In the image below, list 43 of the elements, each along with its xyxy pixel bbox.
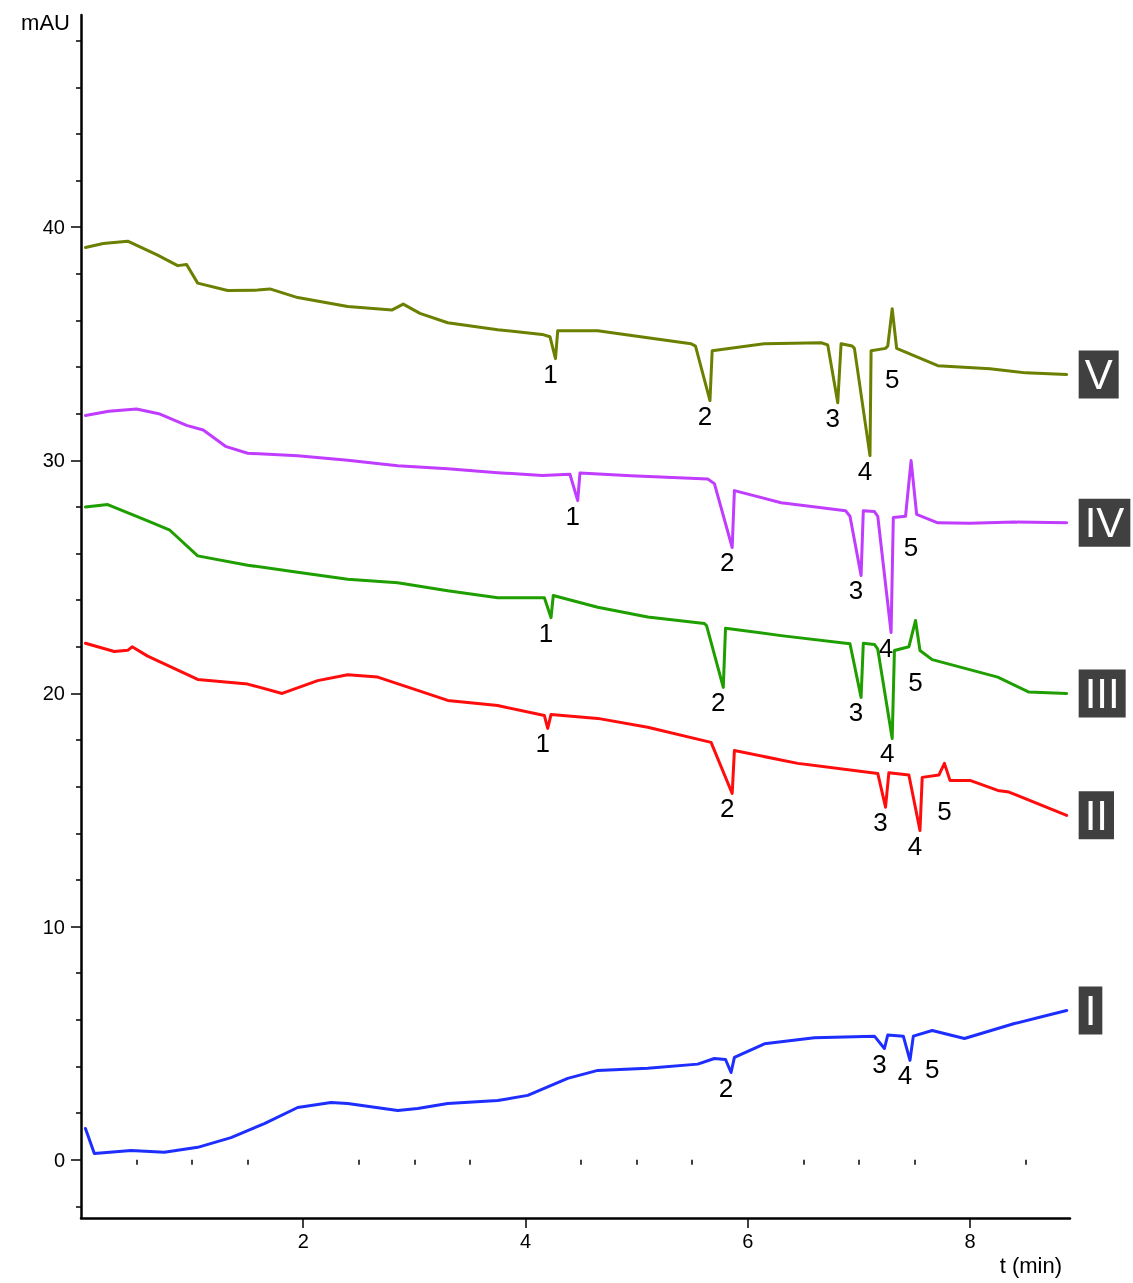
line-series: [83, 641, 1069, 833]
line-series: [83, 239, 1069, 458]
x-tick-label: 2: [297, 1230, 309, 1252]
annotation: 3: [848, 575, 864, 606]
annotation: 1: [538, 617, 554, 648]
annotation: 4: [857, 455, 873, 486]
annotation: 3: [873, 807, 888, 838]
y-tick-label: 20: [42, 682, 65, 705]
x-tick-label: 4: [519, 1230, 532, 1252]
annotation: 3: [825, 402, 840, 433]
annotation: 2: [719, 547, 735, 578]
annotation: 1: [565, 500, 580, 531]
series-label: I: [1084, 987, 1097, 1035]
annotation: 5: [937, 796, 952, 827]
x-tick-label: 8: [964, 1230, 976, 1252]
series-label: V: [1084, 351, 1113, 398]
y-tick-label: 0: [53, 1148, 65, 1171]
x-tick-label: 6: [742, 1230, 754, 1252]
annotation: 3: [848, 697, 864, 728]
y-tick-label: 40: [42, 216, 65, 239]
y-tick-label: 30: [42, 449, 65, 472]
annotation: 4: [907, 830, 923, 861]
annotation: 2: [711, 687, 726, 718]
y-tick-label: 10: [42, 915, 65, 938]
series-label: III: [1084, 669, 1120, 717]
annotation: 1: [543, 358, 558, 389]
annotation: 4: [879, 738, 895, 769]
annotation: 5: [908, 666, 923, 697]
series-label: II: [1084, 791, 1109, 839]
annotation: 5: [903, 532, 919, 563]
series-label: IV: [1084, 499, 1125, 547]
x-axis-title: t (min): [999, 1252, 1062, 1278]
annotation: 5: [924, 1054, 940, 1085]
annotation: 3: [872, 1048, 887, 1079]
y-axis-title: mAU: [21, 9, 70, 35]
annotation: 4: [897, 1060, 913, 1091]
annotation: 1: [535, 728, 550, 759]
annotation: 2: [718, 1072, 734, 1103]
annotation: 2: [719, 793, 735, 824]
annotation: 4: [878, 632, 894, 663]
line-series: [83, 1009, 1069, 1155]
annotation: 2: [697, 400, 713, 431]
annotation: 5: [884, 364, 900, 395]
